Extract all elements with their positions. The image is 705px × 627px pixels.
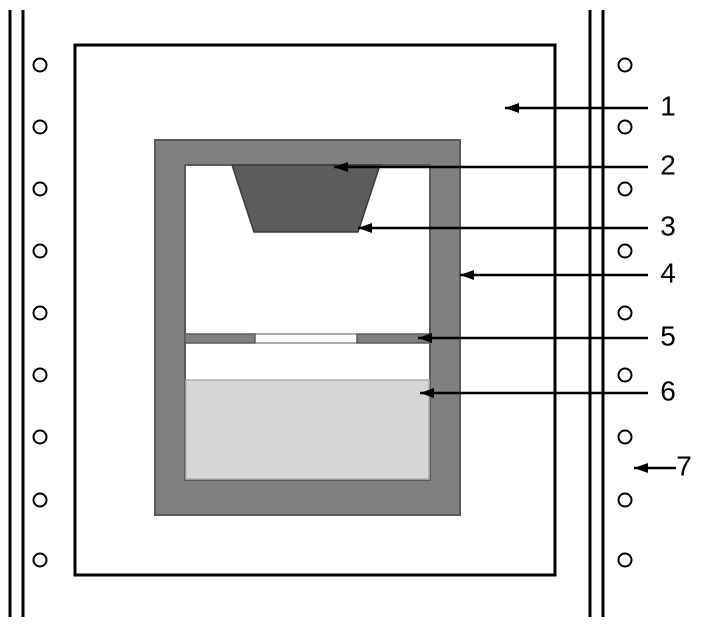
- melt-pool: [186, 380, 429, 479]
- heater-circle-right-0: [619, 59, 632, 72]
- source-cone: [232, 165, 380, 232]
- heater-circle-right-4: [619, 307, 632, 320]
- label-4: 4: [660, 257, 676, 288]
- label-1: 1: [660, 90, 676, 121]
- heater-circle-right-6: [619, 431, 632, 444]
- heater-circle-right-7: [619, 494, 632, 507]
- heater-circle-right-2: [619, 183, 632, 196]
- heater-circle-right-8: [619, 554, 632, 567]
- label-6: 6: [660, 375, 676, 406]
- heater-circle-left-6: [34, 431, 47, 444]
- heater-circle-right-3: [619, 245, 632, 258]
- heater-circle-left-2: [34, 183, 47, 196]
- label-3: 3: [660, 210, 676, 241]
- heater-circle-left-7: [34, 494, 47, 507]
- heater-circle-left-4: [34, 307, 47, 320]
- shelf-left: [185, 334, 255, 343]
- furnace-diagram: 1 2 3 4 5 6 7: [0, 0, 705, 627]
- heater-circle-left-1: [34, 121, 47, 134]
- heater-circle-right-1: [619, 121, 632, 134]
- label-7: 7: [676, 450, 692, 481]
- heater-circle-left-3: [34, 245, 47, 258]
- heater-circle-left-0: [34, 59, 47, 72]
- heater-circle-left-8: [34, 554, 47, 567]
- label-2: 2: [660, 149, 676, 180]
- heater-circle-left-5: [34, 369, 47, 382]
- label-5: 5: [660, 320, 676, 351]
- heater-circle-right-5: [619, 369, 632, 382]
